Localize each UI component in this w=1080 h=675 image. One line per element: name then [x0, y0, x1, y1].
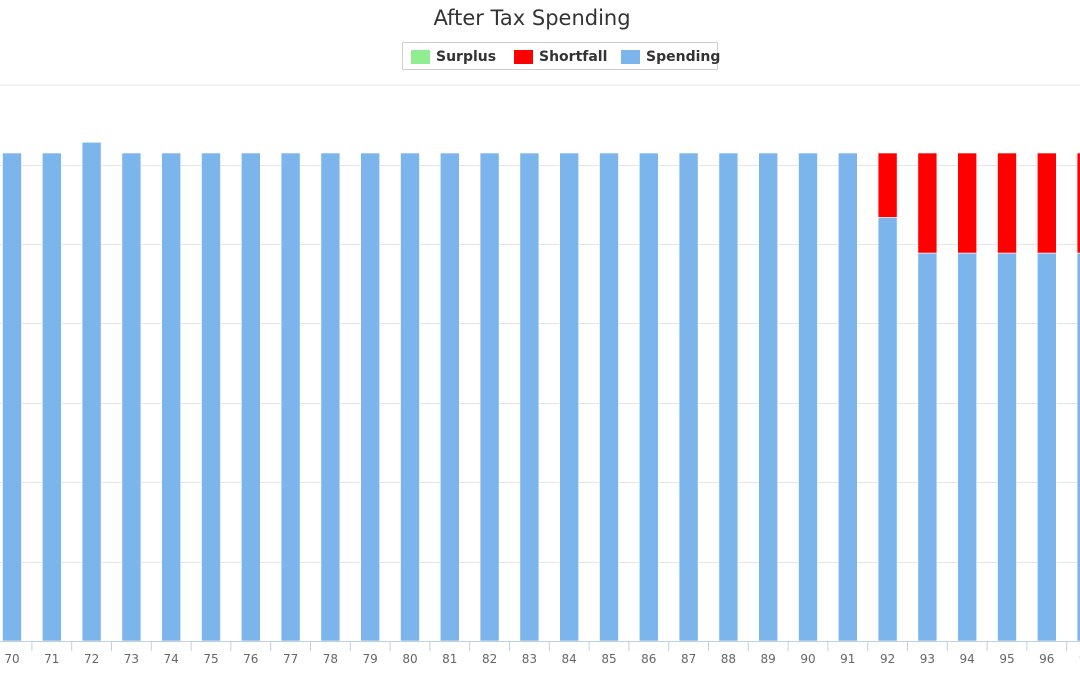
bar-spending-76 — [241, 152, 261, 642]
legend-item-shortfall[interactable]: Shortfall — [514, 43, 607, 71]
x-tick-label-77: 77 — [283, 652, 298, 666]
bar-shortfall-96 — [1037, 152, 1057, 254]
x-tick-label-71: 71 — [44, 652, 59, 666]
legend-swatch-spending — [621, 50, 640, 64]
legend-label-surplus: Surplus — [436, 49, 497, 65]
x-tick-label-94: 94 — [960, 652, 975, 666]
bar-spending-93 — [917, 252, 938, 642]
x-tick-label-91: 91 — [840, 652, 855, 666]
x-tick-label-96: 96 — [1039, 652, 1054, 666]
x-tick-label-70: 70 — [4, 652, 19, 666]
legend: Surplus Shortfall Spending — [402, 42, 720, 71]
x-tick-label-72: 72 — [84, 652, 99, 666]
bar-spending-91 — [837, 152, 858, 642]
bar-spending-84 — [559, 152, 580, 642]
legend-label-spending: Spending — [646, 49, 721, 65]
x-tick-label-90: 90 — [800, 652, 815, 666]
x-tick-label-86: 86 — [641, 652, 656, 666]
bar-spending-86 — [638, 152, 659, 642]
x-tick-label-87: 87 — [681, 652, 696, 666]
x-tick-label-83: 83 — [522, 652, 537, 666]
x-tick-label-78: 78 — [323, 652, 338, 666]
bar-spending-90 — [798, 152, 818, 642]
bar-spending-81 — [439, 152, 460, 642]
x-tick-label-85: 85 — [601, 652, 616, 666]
x-tick-label-93: 93 — [920, 652, 935, 666]
bar-spending-89 — [758, 152, 779, 642]
x-tick-label-80: 80 — [402, 652, 417, 666]
bar-spending-73 — [121, 152, 142, 642]
legend-swatch-shortfall — [514, 50, 533, 64]
bar-shortfall-95 — [997, 152, 1017, 254]
legend-item-surplus[interactable]: Surplus — [411, 43, 496, 71]
bar-spending-92 — [877, 217, 898, 642]
bar-shortfall-93 — [917, 152, 938, 254]
chart-title: After Tax Spending — [433, 6, 631, 30]
x-tick-label-84: 84 — [562, 652, 577, 666]
bar-spending-83 — [519, 152, 540, 642]
bar-spending-97 — [1076, 252, 1080, 642]
x-tick-label-95: 95 — [999, 652, 1014, 666]
bar-spending-79 — [360, 152, 381, 642]
x-tick-label-92: 92 — [880, 652, 895, 666]
bar-shortfall-94 — [957, 152, 978, 254]
bar-shortfall-97 — [1076, 152, 1080, 254]
x-tick-label-74: 74 — [164, 652, 179, 666]
legend-label-shortfall: Shortfall — [539, 49, 608, 65]
bar-spending-72 — [81, 141, 102, 642]
bar-spending-80 — [400, 152, 420, 642]
x-tick-label-82: 82 — [482, 652, 497, 666]
x-tick-label-89: 89 — [761, 652, 776, 666]
legend-swatch-surplus — [411, 50, 430, 64]
x-tick-label-79: 79 — [363, 652, 378, 666]
bar-spending-78 — [320, 152, 341, 642]
bar-spending-70 — [2, 152, 22, 642]
bar-shortfall-92 — [877, 152, 898, 218]
bar-spending-71 — [41, 152, 62, 642]
bar-spending-95 — [997, 252, 1017, 642]
x-tick-label-73: 73 — [124, 652, 139, 666]
x-tick-label-76: 76 — [243, 652, 258, 666]
bar-spending-87 — [678, 152, 699, 642]
bar-spending-94 — [957, 252, 978, 642]
bar-spending-74 — [161, 152, 181, 642]
legend-item-spending[interactable]: Spending — [621, 43, 720, 71]
x-tick-label-81: 81 — [442, 652, 457, 666]
bar-spending-96 — [1037, 252, 1057, 642]
bar-spending-75 — [201, 152, 221, 642]
bar-spending-88 — [718, 152, 739, 642]
bar-spending-85 — [599, 152, 619, 642]
bar-spending-82 — [479, 152, 500, 642]
bar-spending-77 — [280, 152, 301, 642]
x-tick-label-88: 88 — [721, 652, 736, 666]
x-tick-label-75: 75 — [203, 652, 218, 666]
x-tick-label-97: 97 — [1079, 652, 1080, 666]
